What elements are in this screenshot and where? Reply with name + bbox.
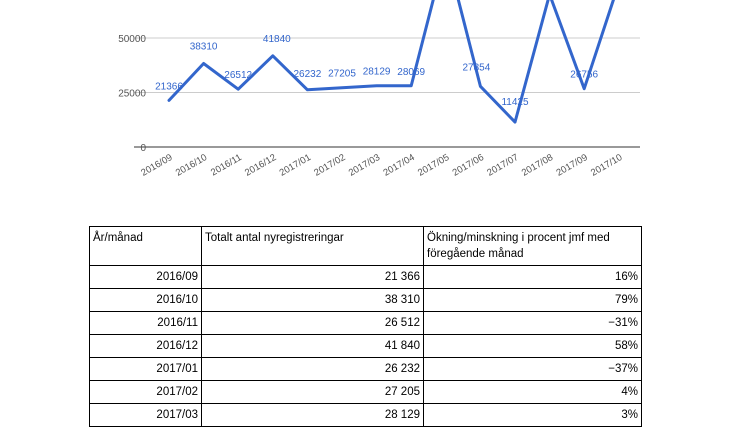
table-row: 2016/11 26 512 −31%: [89, 311, 642, 335]
data-label: 26756: [570, 70, 598, 81]
cell-total-registrations: 41 840: [201, 334, 424, 358]
x-tick-label: 2017/08: [520, 152, 555, 179]
table-row: 2017/01 26 232 −37%: [89, 357, 642, 381]
x-tick-label: 2016/09: [139, 152, 174, 179]
cell-total-registrations: 27 205: [201, 380, 424, 404]
header-percent-change: Ökning/minskning i procent jmf med föreg…: [423, 226, 642, 266]
table-row: 2017/02 27 205 4%: [89, 380, 642, 404]
cell-total-registrations: 21 366: [201, 265, 424, 289]
x-tick-label: 2016/10: [174, 152, 209, 179]
series-line: [167, 0, 615, 124]
x-tick-label: 2017/05: [416, 152, 451, 179]
cell-percent-change: 16%: [423, 265, 642, 289]
data-label: 28069: [397, 67, 425, 78]
cell-year-month: 2016/12: [89, 334, 202, 358]
registrations-table: År/månad Totalt antal nyregistreringar Ö…: [89, 226, 642, 427]
header-year-month: År/månad: [89, 226, 202, 266]
x-tick-label: 2017/04: [381, 152, 416, 179]
x-tick-label: 2017/06: [451, 152, 486, 179]
cell-percent-change: −37%: [423, 357, 642, 381]
table-row: 2016/10 38 310 79%: [89, 288, 642, 312]
cell-percent-change: 3%: [423, 403, 642, 427]
data-label: 26512: [224, 70, 252, 81]
y-tick-label: 25000: [118, 89, 146, 100]
x-tick-label: 2016/12: [243, 152, 278, 179]
cell-total-registrations: 28 129: [201, 403, 424, 427]
x-tick-label: 2017/09: [554, 152, 589, 179]
cell-year-month: 2017/02: [89, 380, 202, 404]
x-axis-tick-labels: 2016/09 2016/10 2016/11 2016/12 2017/01 2017/…: [139, 152, 624, 179]
x-tick-label: 2017/03: [347, 152, 382, 179]
cell-total-registrations: 26 512: [201, 311, 424, 335]
table-row: 2016/12 41 840 58%: [89, 334, 642, 358]
data-label: 27854: [462, 62, 490, 73]
x-tick-label: 2017/07: [485, 152, 520, 179]
line-chart: 0 25000 50000 2016/09 2016/10 2016/11 2016/12…: [118, 0, 640, 179]
table-row: 2016/09 21 366 16%: [89, 265, 642, 289]
cell-percent-change: 4%: [423, 380, 642, 404]
data-label: 38310: [190, 41, 218, 52]
cell-percent-change: −31%: [423, 311, 642, 335]
x-tick-label: 2016/11: [209, 152, 244, 178]
x-tick-label: 2017/10: [589, 152, 624, 179]
y-tick-label: 0: [140, 143, 146, 154]
data-label: 26232: [293, 69, 321, 80]
data-label: 21366: [155, 81, 183, 92]
y-tick-label: 50000: [118, 34, 146, 45]
x-tick-label: 2017/02: [312, 152, 347, 179]
data-label: 27205: [328, 69, 356, 80]
table-row: 2017/03 28 129 3%: [89, 403, 642, 427]
cell-percent-change: 58%: [423, 334, 642, 358]
cell-total-registrations: 26 232: [201, 357, 424, 381]
gridlines: [134, 37, 640, 148]
data-label: 11425: [501, 97, 529, 108]
cell-percent-change: 79%: [423, 288, 642, 312]
cell-year-month: 2017/03: [89, 403, 202, 427]
cell-year-month: 2016/11: [89, 311, 202, 335]
data-label: 28129: [363, 67, 391, 78]
data-label: 41840: [263, 34, 291, 45]
table-header-row: År/månad Totalt antal nyregistreringar Ö…: [89, 226, 642, 266]
cell-year-month: 2017/01: [89, 357, 202, 381]
data-labels: 21366 38310 26512 41840 26232 27205 28129 28069…: [155, 34, 598, 108]
cell-year-month: 2016/09: [89, 265, 202, 289]
y-axis-tick-labels: 0 25000 50000: [118, 34, 146, 154]
x-tick-label: 2017/01: [278, 152, 313, 179]
cell-year-month: 2016/10: [89, 288, 202, 312]
header-total-registrations: Totalt antal nyregistreringar: [201, 226, 424, 266]
cell-total-registrations: 38 310: [201, 288, 424, 312]
